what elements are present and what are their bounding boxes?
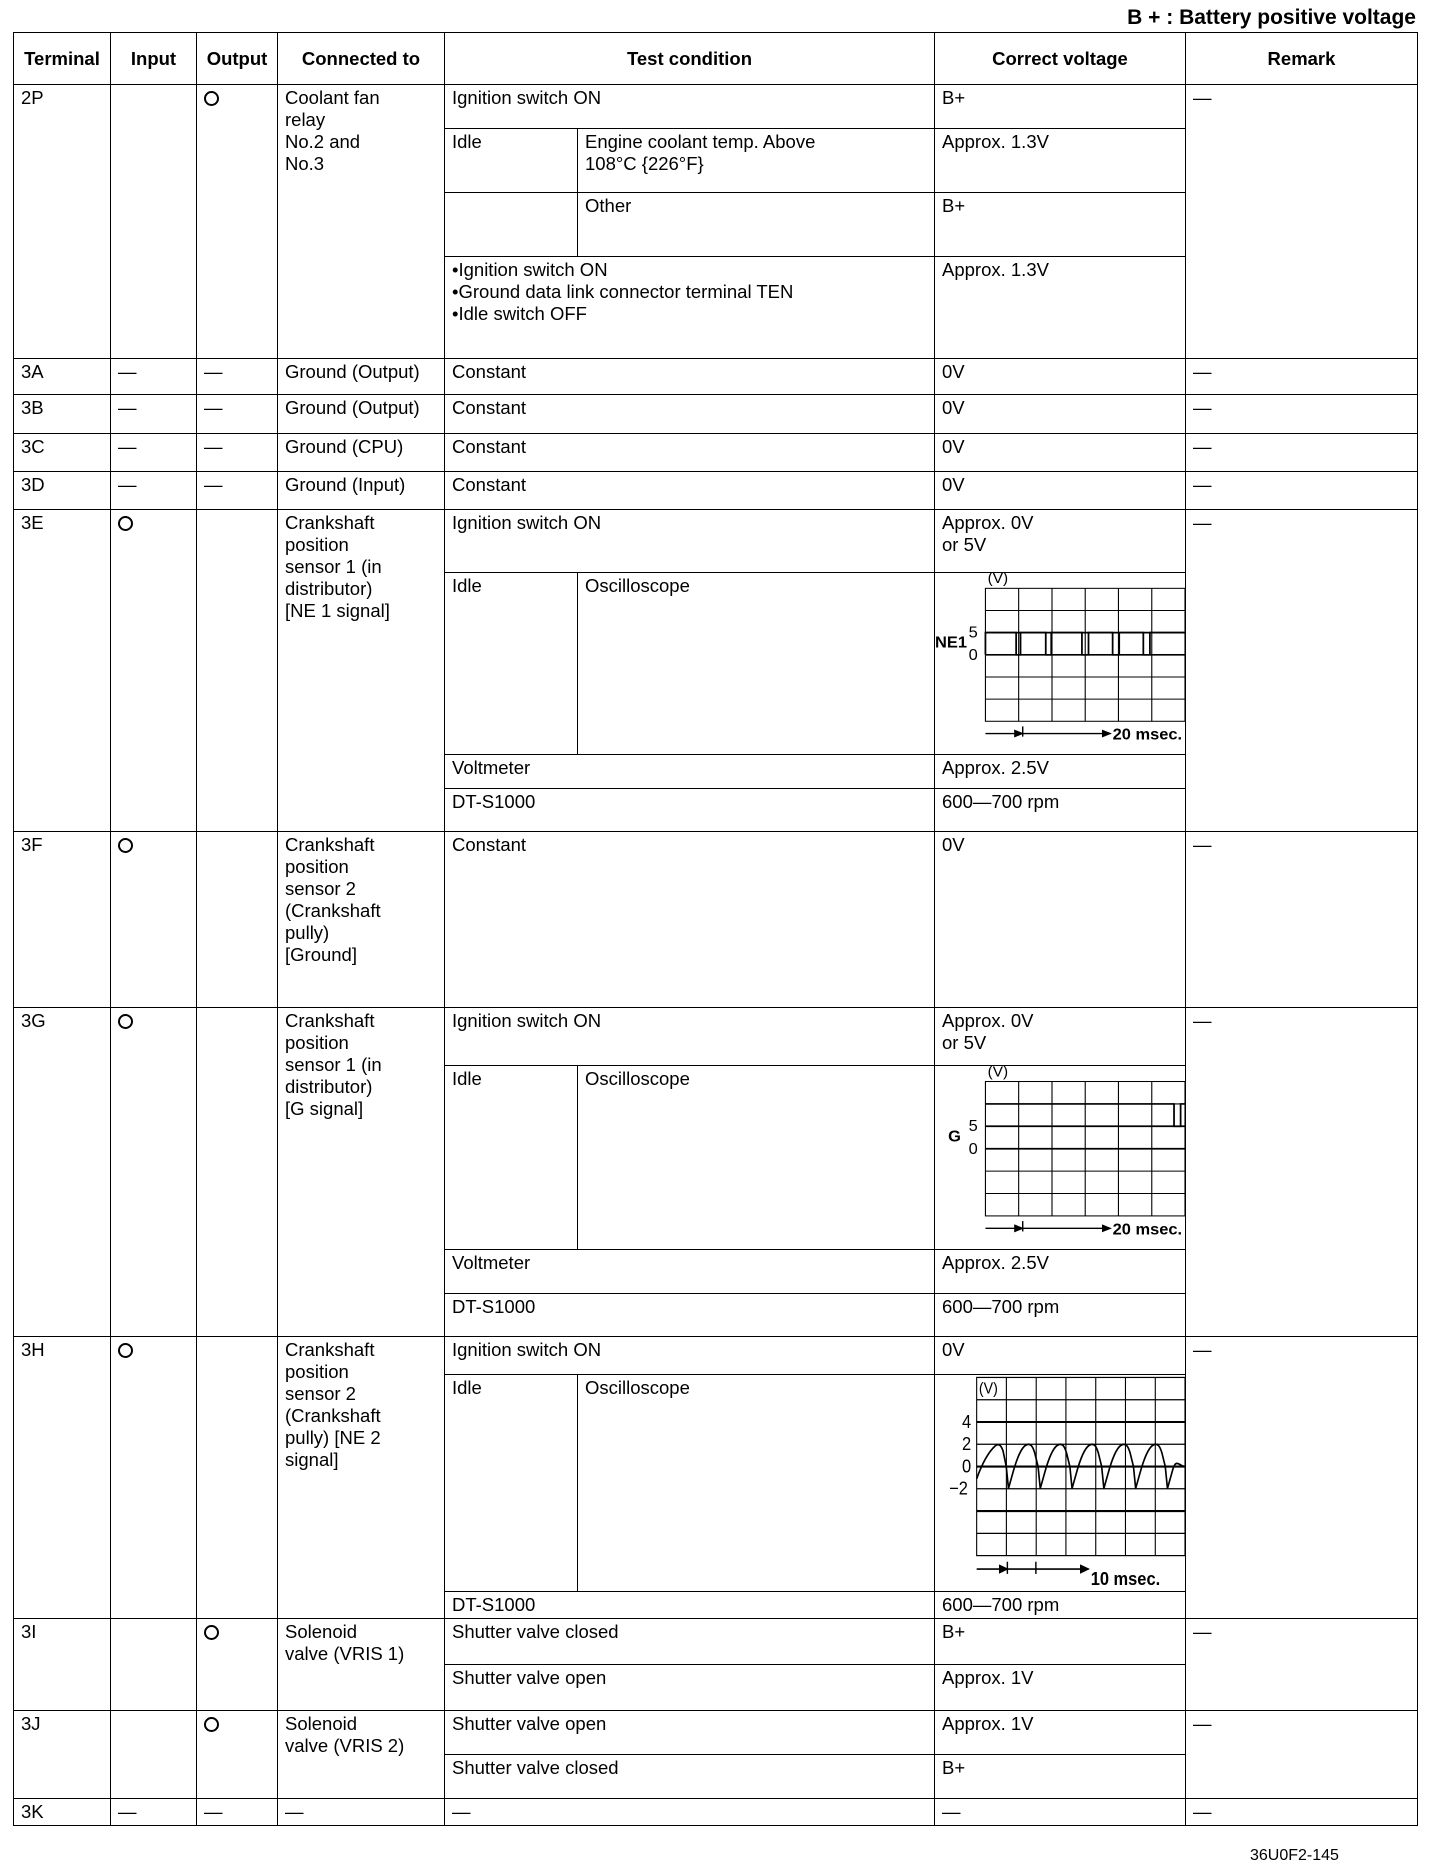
svg-text:4: 4	[962, 1411, 971, 1432]
svg-text:(V): (V)	[988, 573, 1009, 587]
svg-text:5: 5	[969, 625, 978, 641]
svg-text:(V): (V)	[988, 1066, 1008, 1080]
svg-text:20 msec.: 20 msec.	[1113, 727, 1182, 743]
svg-text:0: 0	[962, 1456, 971, 1477]
svg-text:5: 5	[969, 1119, 978, 1135]
svg-text:0: 0	[969, 647, 978, 663]
svg-text:0: 0	[969, 1141, 978, 1157]
svg-text:−2: −2	[949, 1478, 968, 1499]
svg-text:G: G	[948, 1129, 961, 1145]
svg-text:2: 2	[962, 1433, 971, 1454]
svg-text:10 msec.: 10 msec.	[1091, 1568, 1160, 1589]
svg-text:NE1: NE1	[935, 635, 967, 651]
svg-text:20 msec.: 20 msec.	[1113, 1222, 1182, 1238]
svg-text:(V): (V)	[979, 1380, 998, 1398]
